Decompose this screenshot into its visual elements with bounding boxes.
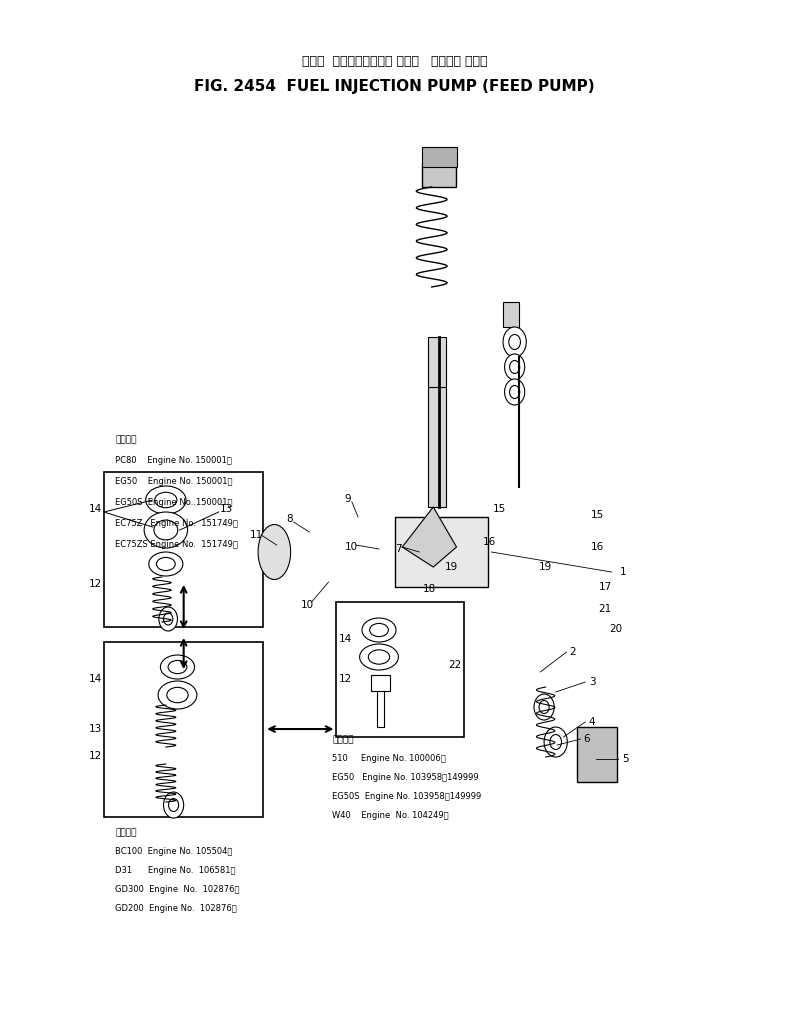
Text: 18: 18 (423, 584, 436, 594)
Text: 20: 20 (609, 624, 622, 634)
Ellipse shape (166, 687, 188, 703)
Text: 16: 16 (482, 537, 495, 547)
Text: W40    Engine  No. 104249～: W40 Engine No. 104249～ (332, 811, 449, 820)
Text: 14: 14 (89, 504, 103, 514)
Circle shape (159, 607, 178, 631)
Ellipse shape (156, 558, 175, 571)
Text: 10: 10 (301, 600, 314, 610)
Ellipse shape (368, 650, 390, 664)
Circle shape (503, 327, 526, 357)
Circle shape (163, 613, 173, 625)
Text: 11: 11 (250, 530, 264, 540)
Bar (428, 337, 447, 387)
Text: 9: 9 (345, 494, 351, 504)
Circle shape (539, 701, 549, 714)
Text: 14: 14 (338, 634, 352, 644)
Text: 13: 13 (89, 724, 103, 734)
Bar (503, 302, 518, 327)
Text: BC100  Engine No. 105504～: BC100 Engine No. 105504～ (115, 847, 233, 856)
Ellipse shape (258, 524, 290, 580)
Text: 3: 3 (589, 677, 596, 687)
Circle shape (163, 792, 184, 818)
Text: 15: 15 (591, 510, 604, 520)
Text: 1: 1 (620, 567, 626, 577)
Bar (577, 727, 617, 782)
Text: EG50    Engine No. 150001～: EG50 Engine No. 150001～ (115, 477, 233, 486)
Polygon shape (402, 507, 457, 567)
Text: 7: 7 (395, 544, 402, 554)
Text: D31      Engine No.  106581～: D31 Engine No. 106581～ (115, 866, 236, 875)
Text: 16: 16 (591, 542, 604, 552)
Text: 510     Engine No. 100006～: 510 Engine No. 100006～ (332, 754, 447, 763)
Text: 適用号機: 適用号機 (332, 735, 354, 744)
Text: EG50   Engine No. 103958～149999: EG50 Engine No. 103958～149999 (332, 773, 479, 782)
Text: 15: 15 (492, 504, 506, 514)
Circle shape (169, 799, 178, 811)
Text: EG50S  Engine No. 103958～149999: EG50S Engine No. 103958～149999 (332, 792, 482, 801)
Bar (394, 517, 488, 587)
Ellipse shape (360, 644, 398, 670)
Text: EC75ZS Engine No.  151749～: EC75ZS Engine No. 151749～ (115, 540, 238, 549)
Ellipse shape (160, 655, 195, 679)
Text: フェル  インジェクション ポンプ   フィード ポンプ: フェル インジェクション ポンプ フィード ポンプ (301, 56, 488, 69)
Ellipse shape (369, 624, 388, 637)
Circle shape (505, 354, 525, 380)
Circle shape (505, 379, 525, 405)
Ellipse shape (149, 552, 183, 576)
Bar (372, 675, 390, 691)
Ellipse shape (168, 660, 187, 673)
Bar (421, 165, 456, 187)
Circle shape (550, 734, 562, 749)
Text: 22: 22 (448, 660, 462, 670)
Text: 6: 6 (583, 734, 590, 744)
Ellipse shape (362, 618, 396, 642)
Bar (104, 472, 263, 627)
Bar (336, 602, 464, 737)
Text: 12: 12 (89, 579, 103, 589)
Ellipse shape (154, 520, 178, 539)
Circle shape (509, 335, 521, 350)
Text: 4: 4 (589, 717, 596, 727)
Ellipse shape (158, 681, 196, 709)
Ellipse shape (144, 512, 188, 548)
Text: EC75Z   Engine No.  151749～: EC75Z Engine No. 151749～ (115, 519, 238, 528)
Bar (428, 387, 447, 507)
Text: 19: 19 (539, 562, 552, 572)
Text: FIG. 2454  FUEL INJECTION PUMP (FEED PUMP): FIG. 2454 FUEL INJECTION PUMP (FEED PUMP… (194, 79, 595, 94)
Text: EG50S  Engine No..150001～: EG50S Engine No..150001～ (115, 498, 233, 507)
Text: GD200  Engine No.  102876～: GD200 Engine No. 102876～ (115, 904, 237, 913)
Text: 10: 10 (346, 542, 358, 552)
Text: 12: 12 (338, 674, 352, 684)
Text: 適用号機: 適用号機 (115, 435, 137, 444)
Text: 14: 14 (89, 674, 103, 684)
Text: 8: 8 (286, 514, 294, 524)
Text: PC80    Engine No. 150001～: PC80 Engine No. 150001～ (115, 456, 232, 465)
Text: 12: 12 (89, 751, 103, 762)
Circle shape (510, 361, 520, 373)
Bar (104, 642, 263, 817)
Ellipse shape (155, 493, 177, 508)
Ellipse shape (146, 486, 186, 514)
Text: 17: 17 (599, 582, 612, 592)
Text: 13: 13 (220, 504, 234, 514)
Text: 19: 19 (444, 562, 458, 572)
Polygon shape (422, 147, 457, 167)
Text: 適用号機: 適用号機 (115, 828, 137, 837)
Circle shape (534, 694, 554, 720)
Text: 21: 21 (599, 604, 612, 614)
Circle shape (544, 727, 567, 757)
Text: GD300  Engine  No.  102876～: GD300 Engine No. 102876～ (115, 885, 240, 894)
Circle shape (510, 385, 520, 399)
Text: 5: 5 (623, 754, 629, 764)
Text: 2: 2 (570, 647, 576, 657)
